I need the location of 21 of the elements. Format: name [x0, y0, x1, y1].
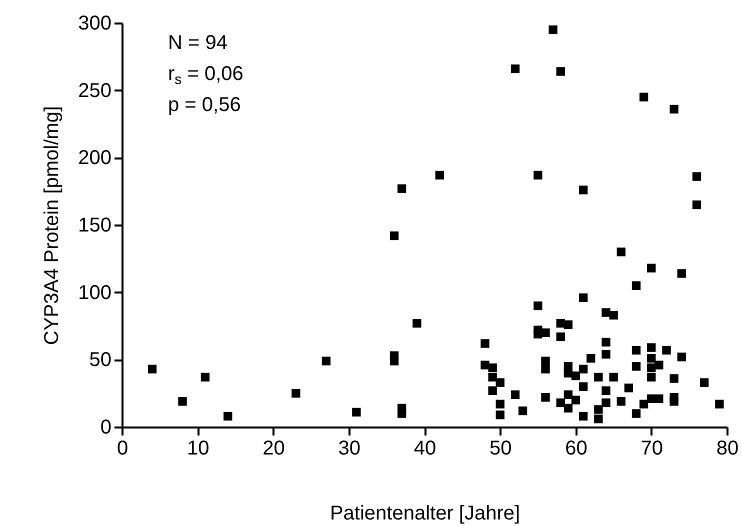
- annotation: N = 94: [168, 31, 228, 56]
- y-tick-label: 50: [89, 349, 112, 372]
- y-tick-label: 0: [100, 416, 112, 438]
- y-tick-label: 100: [78, 282, 112, 304]
- y-tick-label: 300: [78, 12, 112, 34]
- annotation: p = 0,56: [168, 93, 242, 118]
- y-tick-label: 250: [78, 80, 112, 102]
- y-tick-label: 150: [78, 214, 112, 236]
- x-tick-label: 20: [262, 438, 285, 460]
- x-tick-label: 80: [716, 438, 739, 460]
- x-tick-label: 60: [565, 438, 588, 460]
- x-tick-label: 40: [414, 438, 436, 460]
- x-tick-label: 30: [338, 438, 360, 460]
- y-tick-label: 200: [78, 147, 112, 170]
- annotation: r$_{s}$ = 0,06: [168, 62, 244, 89]
- x-axis-title: Patientenalter [Jahre]: [330, 502, 520, 524]
- x-tick-label: 10: [187, 438, 210, 460]
- x-tick-label: 50: [490, 438, 512, 460]
- y-axis-title: CYP3A4 Protein [pmol/mg]: [41, 106, 64, 345]
- x-tick-label: 0: [116, 438, 128, 460]
- x-tick-label: 70: [640, 438, 663, 460]
